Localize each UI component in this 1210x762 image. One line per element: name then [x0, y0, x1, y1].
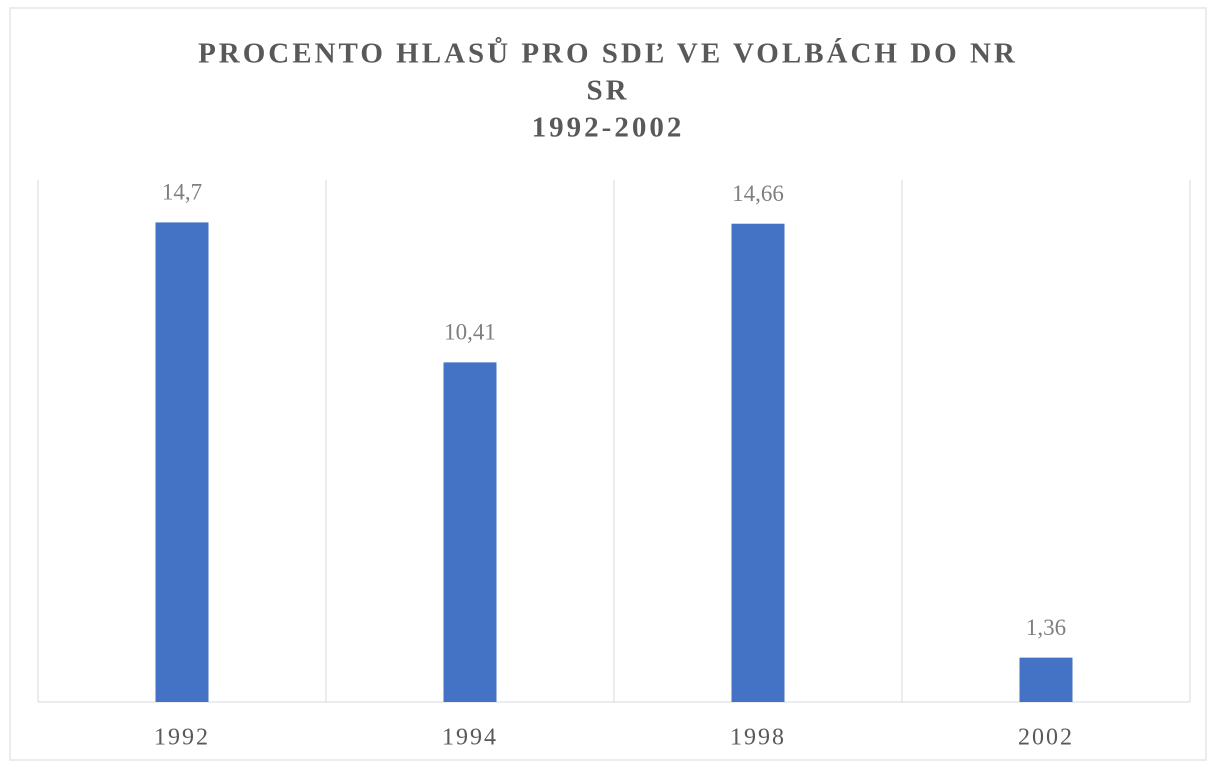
bar — [731, 223, 785, 702]
data-label: 1,36 — [1026, 615, 1066, 640]
chart-title: PROCENTO HLASŮ PRO SDĽ VE VOLBÁCH DO NR — [198, 36, 1018, 70]
bar — [155, 222, 209, 702]
chart-frame — [9, 7, 1207, 761]
x-tick-label: 1998 — [730, 725, 786, 751]
x-tick-label: 1992 — [154, 725, 210, 751]
x-tick-label: 1994 — [442, 725, 498, 751]
bar — [443, 362, 497, 702]
x-tick-label: 2002 — [1018, 725, 1074, 751]
bar — [1019, 657, 1073, 702]
data-label: 10,41 — [444, 320, 496, 345]
data-label: 14,7 — [162, 180, 202, 205]
data-label: 14,66 — [732, 181, 784, 206]
chart-title: SR — [586, 75, 629, 107]
chart-title: 1992-2002 — [532, 112, 685, 144]
